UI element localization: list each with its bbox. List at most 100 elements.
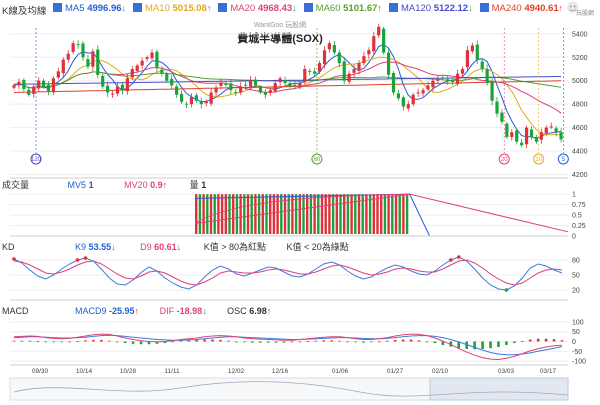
kd-note-green: K值 < 20為綠點 [286, 242, 349, 252]
volume-bar [283, 194, 287, 234]
candle-body [76, 44, 80, 46]
volume-bar [217, 194, 220, 234]
volume-bar [195, 194, 198, 234]
osc-bar [314, 340, 318, 342]
candle-body [41, 80, 46, 87]
candle-body [451, 79, 455, 82]
x-tick-label: 10/14 [76, 368, 93, 375]
candle-body [426, 85, 430, 90]
osc-bar [528, 339, 532, 342]
volume-bar [198, 194, 202, 234]
volume-bar [317, 194, 320, 234]
candle-body [539, 132, 543, 140]
candle-body [194, 95, 198, 101]
logo-text: 玩股網 [575, 11, 594, 17]
candle-body [130, 69, 134, 78]
checkbox-icon[interactable] [479, 3, 489, 12]
candle-body [170, 78, 174, 86]
volume-bar [335, 194, 338, 234]
candle-body [411, 94, 415, 105]
checkbox-icon[interactable] [133, 3, 143, 12]
candle-body [465, 50, 470, 68]
osc-value: 6.98 [249, 306, 267, 316]
kd-line-k9 [13, 256, 563, 291]
legend-item-ma20[interactable]: MA20 4968.43↓ [211, 3, 297, 14]
legend-item-ma60[interactable]: MA60 5101.67↑ [297, 3, 382, 14]
legend-item-ma240[interactable]: MA240 4940.61↑ [473, 3, 563, 14]
volume-bar [272, 194, 276, 234]
legend-item-ma120[interactable]: MA120 5122.12↓ [382, 3, 473, 14]
x-tick-label: 11/11 [164, 368, 180, 375]
candle-body [209, 92, 213, 104]
dif-value: -18.98 [176, 306, 203, 316]
volume-bar [365, 194, 368, 234]
volume-bar [294, 194, 298, 234]
legend-item-ma10[interactable]: MA10 5015.08↑ [126, 3, 211, 14]
volume-bar [306, 194, 309, 234]
osc-bar [473, 341, 476, 350]
y-tick-label: 4200 [572, 172, 588, 179]
legend-arrow: ↓ [468, 3, 473, 13]
checkbox-icon[interactable] [218, 3, 228, 12]
candle-body [495, 101, 499, 114]
candle-body [520, 142, 524, 146]
ma-line-ma5 [13, 43, 562, 140]
x-tick-label: 03/03 [498, 368, 515, 375]
volume-bar [387, 194, 390, 234]
osc-bar [274, 341, 278, 343]
navigator-window [429, 377, 569, 401]
legend-name: MA240 [491, 3, 525, 14]
osc-bar [28, 340, 32, 342]
candle-body [51, 78, 56, 93]
volume-bar [280, 194, 283, 234]
legend-items: MA5 4996.96↓ MA10 5015.08↑ MA20 4968.43↓ MA… [46, 3, 563, 14]
kd-label: KD [2, 242, 15, 252]
osc-bar [536, 338, 540, 342]
y-tick-label: 0.25 [572, 223, 586, 230]
candle-body [515, 130, 519, 142]
candle-body [71, 43, 75, 52]
candle-body [367, 50, 371, 55]
osc-bar [139, 341, 143, 345]
chart-title: 費城半導體(SOX) [237, 33, 323, 45]
volume-bar [313, 194, 316, 234]
mv-curve [194, 193, 410, 224]
osc-bar [131, 341, 135, 344]
macd-label: MACD [2, 306, 29, 316]
osc-bar [211, 339, 214, 342]
candle-body [377, 26, 381, 36]
checkbox-icon[interactable] [53, 3, 62, 12]
checkbox-icon[interactable] [388, 3, 398, 12]
candle-body [66, 53, 70, 60]
candle-body [253, 79, 258, 86]
candle-body [431, 80, 435, 88]
volume-bar [354, 194, 357, 234]
legend-arrow: ↑ [377, 3, 382, 13]
volume-bar [257, 194, 261, 234]
legend-arrow: ↓ [121, 3, 127, 13]
osc-bar [370, 341, 373, 343]
candle-body [165, 73, 169, 81]
osc-bar [354, 341, 357, 343]
osc-bar [378, 341, 381, 343]
x-tick-label: 01/06 [332, 368, 349, 375]
legend-item-ma5[interactable]: MA5 4996.96↓ [46, 3, 126, 14]
osc-bar [433, 341, 437, 344]
period-marker-label: 20 [501, 157, 508, 163]
osc-bar [306, 341, 310, 342]
osc-bar [401, 339, 405, 342]
volume-bar [357, 194, 361, 234]
candle-body [347, 73, 351, 82]
candle-body [175, 86, 179, 95]
y-tick-label: 1 [572, 192, 576, 199]
volume-bar [391, 194, 394, 234]
y-tick-label: 4600 [572, 125, 588, 132]
osc-bar [441, 341, 445, 346]
candle-body [327, 43, 332, 50]
checkbox-icon[interactable] [303, 3, 313, 12]
y-tick-label: 5200 [572, 55, 588, 62]
x-tick-label: 03/17 [540, 368, 557, 375]
candle-body [278, 78, 282, 83]
osc-bar [123, 341, 127, 344]
